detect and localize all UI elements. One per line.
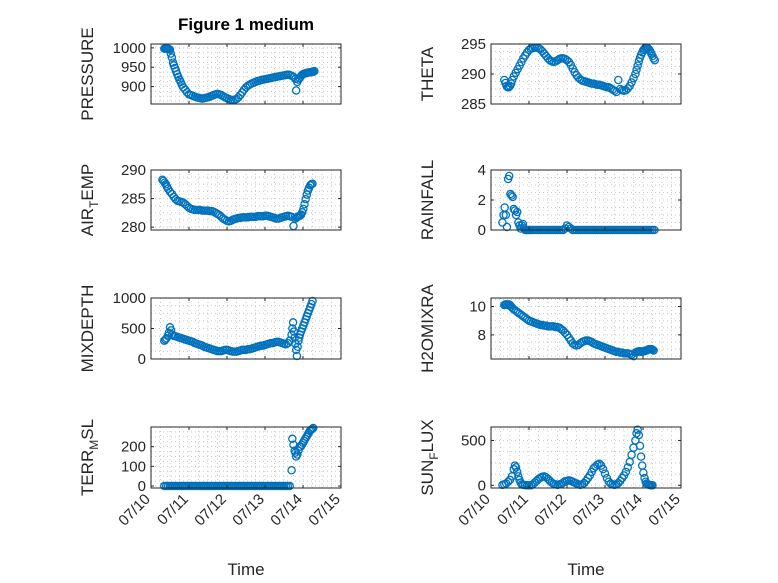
panel-2-data-point [627, 78, 636, 87]
panel-2-data-point [650, 55, 660, 65]
panel-5-data-point [293, 342, 302, 352]
panel-1-y-tick-label: 900 [121, 79, 146, 96]
panel-8-data-point [632, 429, 641, 438]
panel-2-y-tick-label: 290 [461, 66, 486, 83]
panel-8-data-point [640, 473, 649, 483]
panel-2-data-point [649, 54, 658, 63]
panel-8-data-point [623, 463, 633, 472]
panel-3-data-point [299, 204, 308, 214]
panel-8-y-tick-label: 500 [461, 432, 486, 449]
panel-2-data-point [633, 61, 642, 70]
panel-6-data-point [506, 302, 516, 311]
panel-6-y-tick-label: 8 [478, 327, 486, 344]
panel-8-data-point [511, 463, 521, 472]
panel-4-y-tick-label: 0 [478, 222, 486, 239]
panel-2-data-point [632, 65, 641, 75]
panel-4-y-tick-label: 2 [478, 192, 486, 209]
panel-4-data-point [507, 191, 516, 200]
panel-7-y-tick-label: 200 [121, 439, 146, 456]
panel-8-y-axis-label: SUNFLUX [418, 419, 441, 495]
panel-3-data-point [301, 194, 310, 204]
panel-4-data-point [508, 192, 517, 202]
panel-3-y-tick-label: 285 [121, 191, 146, 208]
panel-7-data-point [285, 481, 294, 491]
panel-1-data-point [165, 45, 175, 55]
panel-5-data-point [288, 318, 298, 327]
panel-3-axis-box [150, 169, 342, 231]
panel-8-data-point [636, 452, 646, 461]
panel-7-plot-area [151, 427, 341, 488]
panel-5-y-tick-label: 1000 [113, 290, 146, 307]
panel-4-y-tick-label: 4 [478, 162, 486, 179]
panel-4-data-point [504, 171, 514, 181]
panel-8-x-axis-label: Time [567, 560, 604, 579]
panel-1-y-tick-label: 1000 [113, 40, 146, 57]
panel-8-data-point [512, 467, 522, 477]
panel-2-data-point [629, 73, 638, 83]
panel-5-data-point [308, 296, 317, 306]
panel-2-data-point [506, 79, 516, 88]
panel-4-data-point [512, 207, 522, 217]
panel-7-y-axis-label: TERRMSL [78, 419, 101, 496]
panel-3-data-point [305, 181, 315, 190]
panel-2-data-point [631, 69, 640, 79]
panel-7-data-point [307, 424, 317, 434]
panel-4-data-point [510, 206, 520, 215]
panel-2-data-point [623, 84, 633, 93]
panel-5-y-axis-label: MIXDEPTH [78, 285, 97, 373]
panel-3-y-axis-label: AIRTEMP [78, 164, 101, 237]
panel-2-data-point [614, 75, 623, 85]
panel-8-data-point [634, 430, 644, 440]
panel-7-data-point [309, 423, 318, 433]
panel-1-axis-box [150, 43, 342, 105]
panel-7-data-point [288, 434, 297, 444]
panel-8-axis-box [490, 426, 682, 489]
panel-7-axis-box [150, 426, 342, 489]
panel-4-y-axis-label: RAINFALL [418, 160, 437, 240]
panel-7-data-point [293, 450, 302, 459]
panel-7-data-point [306, 425, 316, 435]
panel-3-data-point [308, 179, 317, 188]
panel-4-data-point [501, 210, 511, 220]
panel-7-y-tick-label: 100 [121, 458, 146, 475]
panel-1-data-point [310, 66, 319, 76]
panel-7-y-tick-label: 0 [138, 478, 146, 495]
panel-7-data-point [287, 466, 296, 475]
panel-8-y-tick-label: 0 [478, 477, 486, 494]
panel-6-y-axis-label: H2OMIXRA [418, 283, 437, 372]
panel-2-y-axis-label: THETA [418, 46, 437, 101]
panel-5-y-tick-label: 0 [138, 351, 146, 368]
panel-1-data-point [291, 86, 301, 95]
panel-3-y-tick-label: 290 [121, 162, 146, 179]
panel-4-data-point [502, 222, 512, 232]
panel-6-axis-box [490, 297, 682, 360]
panel-8-data-point [600, 469, 610, 478]
panel-6-y-tick-label: 10 [469, 299, 486, 316]
panel-8-data-point [633, 425, 642, 434]
panel-2-data-point [644, 45, 654, 54]
panel-3-data-point [300, 200, 309, 209]
panel-1-title: Figure 1 medium [178, 15, 314, 34]
panel-2-y-tick-label: 295 [461, 36, 486, 53]
panel-1-y-axis-label: PRESSURE [78, 27, 97, 121]
panel-7-x-axis-label: Time [227, 560, 264, 579]
panel-5-data-point [292, 351, 302, 361]
panel-5-y-tick-label: 500 [121, 321, 146, 338]
panel-8-data-point [639, 468, 648, 477]
panel-8-data-point [635, 441, 645, 451]
panel-8-data-point [621, 467, 631, 477]
panel-6-data-point [649, 346, 658, 355]
panel-3-y-tick-label: 280 [121, 219, 146, 236]
panel-1-y-tick-label: 950 [121, 59, 146, 76]
panel-8-data-point [648, 481, 657, 490]
panel-1-data-point [167, 53, 177, 62]
panel-1-data-point [166, 49, 176, 58]
panel-8-data-point [598, 464, 608, 474]
panel-2-y-tick-label: 285 [461, 96, 486, 113]
